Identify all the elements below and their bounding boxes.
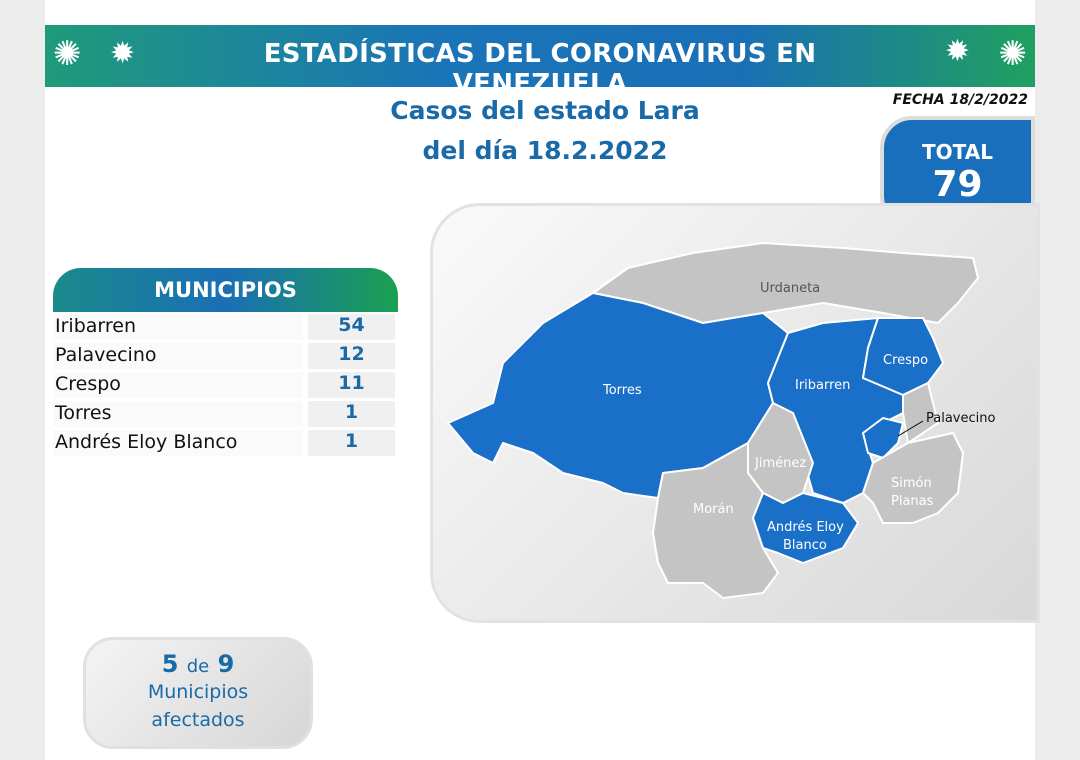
label-aeb-1: Andrés Eloy bbox=[767, 520, 844, 535]
total-value: 79 bbox=[932, 164, 983, 205]
municipio-cases: 1 bbox=[308, 430, 395, 456]
region-andres-eloy-blanco[interactable] bbox=[752, 492, 859, 564]
affected-count: 5 bbox=[161, 650, 179, 678]
map-panel: Urdaneta Torres Iribarren Crespo Palavec… bbox=[430, 203, 1040, 623]
table-row: Palavecino 12 bbox=[53, 343, 398, 369]
table-row: Crespo 11 bbox=[53, 372, 398, 398]
virus-icon: ✹ bbox=[110, 36, 136, 71]
table-row: Iribarren 54 bbox=[53, 314, 398, 340]
page-title: Casos del estado Lara bbox=[390, 96, 700, 125]
municipio-cases: 1 bbox=[308, 401, 395, 427]
label-iribarren: Iribarren bbox=[795, 378, 850, 393]
label-aeb-2: Blanco bbox=[783, 538, 827, 553]
label-urdaneta: Urdaneta bbox=[760, 281, 820, 296]
label-moran: Morán bbox=[693, 502, 734, 517]
municipio-name: Iribarren bbox=[55, 315, 137, 337]
municipio-cases: 54 bbox=[308, 314, 395, 340]
municipio-name: Palavecino bbox=[55, 344, 157, 366]
date-label: FECHA 18/2/2022 bbox=[892, 92, 1028, 108]
region-simon-planas[interactable] bbox=[862, 432, 964, 524]
summary-line1: Municipios bbox=[147, 681, 249, 703]
lara-map: Urdaneta Torres Iribarren Crespo Palavec… bbox=[447, 242, 995, 599]
total-municipios: 9 bbox=[217, 650, 235, 678]
virus-icon: ✹ bbox=[944, 34, 970, 69]
municipio-name: Crespo bbox=[55, 373, 121, 395]
municipio-cases: 11 bbox=[308, 372, 395, 398]
total-label: TOTAL bbox=[922, 140, 993, 164]
label-crespo: Crespo bbox=[883, 353, 928, 368]
affected-de: de bbox=[186, 656, 210, 677]
header-banner: ✺ ✹ ESTADÍSTICAS DEL CORONAVIRUS EN VENE… bbox=[45, 25, 1035, 99]
municipios-header: MUNICIPIOS bbox=[53, 268, 398, 312]
label-torres: Torres bbox=[602, 383, 642, 398]
municipio-cases: 12 bbox=[308, 343, 395, 369]
header-title: ESTADÍSTICAS DEL CORONAVIRUS EN VENEZUEL… bbox=[263, 39, 817, 99]
label-palavecino: Palavecino bbox=[926, 411, 995, 426]
table-row: Andrés Eloy Blanco 1 bbox=[53, 430, 398, 456]
label-jimenez: Jiménez bbox=[754, 456, 806, 471]
municipio-name: Andrés Eloy Blanco bbox=[55, 431, 238, 453]
page-subtitle: del día 18.2.2022 bbox=[422, 136, 668, 165]
virus-icon: ✺ bbox=[998, 34, 1028, 74]
municipio-name: Torres bbox=[55, 402, 112, 424]
affected-summary: 5 de 9 Municipios afectados bbox=[83, 637, 313, 749]
table-row: Torres 1 bbox=[53, 401, 398, 427]
virus-icon: ✺ bbox=[53, 34, 82, 74]
region-moran[interactable] bbox=[652, 442, 779, 599]
region-palavecino[interactable] bbox=[862, 417, 904, 459]
label-simon-1: Simón bbox=[891, 476, 932, 491]
summary-line2: afectados bbox=[151, 709, 245, 731]
label-simon-2: Planas bbox=[891, 494, 934, 509]
palavecino-leader-line bbox=[897, 420, 924, 437]
